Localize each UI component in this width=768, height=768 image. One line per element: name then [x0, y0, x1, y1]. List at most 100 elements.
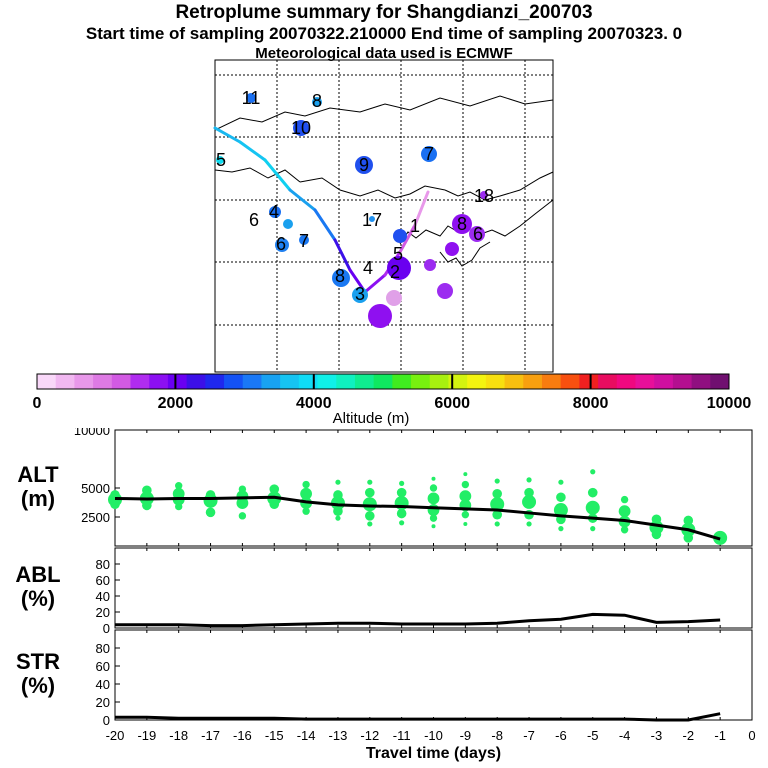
- plume-points: [108, 469, 728, 545]
- plume-marker: [469, 226, 485, 242]
- plume-point: [526, 477, 532, 483]
- colorbar-swatch: [710, 374, 730, 389]
- plume-point: [236, 490, 249, 503]
- plume-point: [585, 500, 600, 515]
- plume-point: [172, 487, 185, 500]
- plume-point: [267, 491, 282, 506]
- y-tick-label: 20: [96, 605, 110, 620]
- str-line: [115, 712, 721, 722]
- plume-marker: [424, 259, 436, 271]
- plume-point: [335, 515, 341, 521]
- plume-marker: [352, 287, 368, 303]
- colorbar-swatch: [280, 374, 300, 389]
- plume-point: [522, 494, 537, 509]
- x-tick-label: -4: [619, 728, 631, 743]
- plume-marker: [386, 290, 402, 306]
- colorbar-swatch: [74, 374, 94, 389]
- panel-label: (%): [21, 586, 55, 611]
- colorbar-swatch: [317, 374, 337, 389]
- met-data-line: Meteorological data used is ECMWF: [255, 45, 513, 62]
- x-tick-label: -7: [523, 728, 535, 743]
- sampling-time-line: Start time of sampling 20070322.210000 E…: [85, 24, 683, 43]
- x-tick-label: -1: [714, 728, 726, 743]
- plume-point: [590, 526, 596, 532]
- x-tick-label: -8: [491, 728, 503, 743]
- plume-markers: [216, 93, 488, 328]
- plume-day-label: 8: [457, 214, 467, 234]
- x-tick-label: -20: [106, 728, 125, 743]
- plume-point: [236, 497, 249, 509]
- plume-point: [461, 510, 470, 519]
- plume-point: [399, 520, 405, 526]
- y-tick-label: 0: [103, 621, 110, 636]
- plume-day-label: 8: [312, 91, 322, 111]
- plume-point: [683, 515, 694, 526]
- plume-point: [587, 513, 598, 523]
- plume-day-label: 5: [216, 150, 226, 170]
- abl-line: [115, 612, 721, 628]
- plume-point: [558, 526, 564, 532]
- colorbar-swatch: [429, 374, 449, 389]
- plume-point: [396, 508, 407, 519]
- plume-marker: [269, 206, 281, 218]
- y-tick-label: 20: [96, 695, 110, 710]
- colorbar-swatch: [392, 374, 412, 389]
- colorbar-swatch: [616, 374, 636, 389]
- timeseries-panels: 2500500010000ALT(m)020406080ABL(%)020406…: [15, 428, 755, 762]
- figure-title: Retroplume summary for Shangdianzi_20070…: [175, 2, 593, 23]
- y-tick-label: 80: [96, 641, 110, 656]
- plume-point: [302, 480, 310, 489]
- plume-point: [238, 512, 247, 520]
- y-tick-label: 0: [103, 713, 110, 728]
- plume-marker: [452, 214, 472, 234]
- x-tick-label: -13: [329, 728, 348, 743]
- plume-point: [110, 499, 120, 510]
- colorbar-swatch: [411, 374, 431, 389]
- plume-point: [429, 484, 438, 492]
- plume-day-label: 18: [474, 186, 494, 206]
- plume-day-label: 9: [359, 155, 369, 175]
- colorbar-swatch: [354, 374, 375, 389]
- x-tick-label: -15: [265, 728, 284, 743]
- plume-marker: [393, 229, 407, 243]
- colorbar-swatch: [167, 374, 188, 389]
- x-tick-label: -11: [393, 728, 411, 743]
- plume-point: [492, 509, 503, 520]
- plume-marker: [437, 283, 453, 299]
- x-axis-label: Travel time (days): [366, 745, 501, 762]
- colorbar-swatch: [37, 374, 57, 389]
- colorbar-swatch: [261, 374, 281, 389]
- plume-point: [269, 484, 280, 494]
- plume-point: [558, 479, 564, 485]
- colorbar-tick-label: 4000: [296, 395, 332, 412]
- plume-point: [399, 480, 405, 486]
- x-tick-label: -16: [233, 728, 252, 743]
- plume-marker: [355, 156, 373, 174]
- plume-point: [651, 514, 662, 525]
- colorbar-swatch: [541, 374, 562, 389]
- plume-day-label: 6: [276, 234, 286, 254]
- panel-label: STR: [16, 649, 60, 674]
- map-coastlines: [214, 95, 554, 267]
- plume-point: [651, 529, 662, 540]
- plume-point: [333, 506, 343, 516]
- plume-marker: [299, 235, 309, 245]
- colorbar-swatch: [560, 374, 580, 389]
- colorbar-swatch: [691, 374, 711, 389]
- x-tick-label: -10: [424, 728, 443, 743]
- y-tick-label: 60: [96, 659, 110, 674]
- plume-point: [526, 521, 532, 527]
- plume-marker: [445, 242, 459, 256]
- colorbar-swatch: [336, 374, 356, 389]
- plume-point: [142, 485, 152, 496]
- colorbar-swatch: [298, 374, 319, 389]
- colorbar-swatch: [186, 374, 206, 389]
- plume-point: [524, 487, 534, 498]
- plume-point: [142, 500, 152, 511]
- x-tick-label: -17: [201, 728, 220, 743]
- colorbar-swatch: [635, 374, 655, 389]
- plume-marker: [293, 120, 309, 136]
- panel-label: (%): [21, 673, 55, 698]
- plume-point: [396, 487, 407, 498]
